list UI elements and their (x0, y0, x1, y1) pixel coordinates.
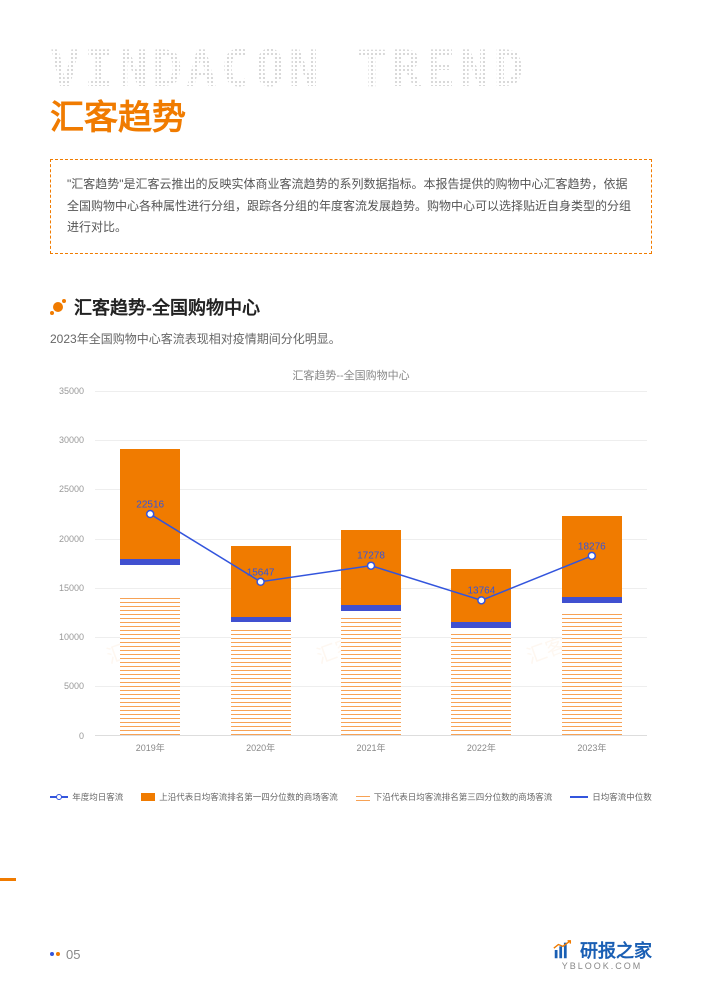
x-tick-label: 2023年 (537, 741, 647, 761)
y-axis: 05000100001500020000250003000035000 (50, 391, 90, 736)
x-tick-label: 2020年 (205, 741, 315, 761)
page-title: 汇客趋势 (50, 90, 652, 139)
legend-swatch (356, 793, 370, 801)
legend-item: 年度均日客流 (50, 791, 123, 803)
y-tick-label: 5000 (64, 681, 84, 691)
data-label: 22516 (136, 500, 164, 511)
legend-label: 年度均日客流 (72, 791, 123, 803)
x-tick-label: 2019年 (95, 741, 205, 761)
bars-logo-icon (552, 939, 574, 961)
y-tick-label: 25000 (59, 484, 84, 494)
bullet-icon (50, 299, 66, 315)
y-tick-label: 15000 (59, 583, 84, 593)
chart-area: 05000100001500020000250003000035000 汇客云 … (50, 391, 652, 761)
x-tick-label: 2022年 (426, 741, 536, 761)
y-tick-label: 20000 (59, 534, 84, 544)
page-dots-icon (50, 952, 60, 956)
chart-legend: 年度均日客流 上沿代表日均客流排名第一四分位数的商场客流 下沿代表日均客流排名第三四… (50, 791, 652, 803)
footer-url: YBLOOK.COM (552, 961, 652, 971)
accent-bar (0, 878, 16, 881)
legend-item: 日均客流中位数 (570, 791, 652, 803)
page-number: 05 (66, 947, 80, 962)
legend-label: 日均客流中位数 (592, 791, 652, 803)
y-tick-label: 35000 (59, 386, 84, 396)
intro-box: "汇客趋势"是汇客云推出的反映实体商业客流趋势的系列数据指标。本报告提供的购物中… (50, 159, 652, 254)
section-subtitle: 2023年全国购物中心客流表现相对疫情期间分化明显。 (50, 330, 652, 347)
y-tick-label: 10000 (59, 632, 84, 642)
section-title: 汇客趋势-全国购物中心 (74, 294, 260, 320)
y-tick-label: 0 (79, 731, 84, 741)
legend-swatch (570, 796, 588, 798)
footer-logo: 研报之家 (552, 937, 652, 963)
y-tick-label: 30000 (59, 435, 84, 445)
chart-title: 汇客趋势--全国购物中心 (50, 367, 652, 383)
data-label: 17278 (357, 551, 385, 562)
page-footer: 05 研报之家 YBLOOK.COM (0, 937, 702, 971)
data-label: 15647 (247, 567, 275, 578)
legend-swatch (50, 796, 68, 798)
line-series (95, 391, 647, 735)
legend-label: 下沿代表日均客流排名第三四分位数的商场客流 (374, 791, 553, 803)
x-axis-labels: 2019年2020年2021年2022年2023年 (95, 741, 647, 761)
data-label: 13764 (467, 586, 495, 597)
footer-brand-text: 研报之家 (580, 937, 652, 963)
footer-brand-block: 研报之家 YBLOOK.COM (552, 937, 652, 971)
x-tick-label: 2021年 (316, 741, 426, 761)
plot-area: 汇客云 汇客云 汇客云 2251615647172781376418276 (95, 391, 647, 736)
page-number-wrap: 05 (50, 947, 80, 962)
legend-label: 上沿代表日均客流排名第一四分位数的商场客流 (159, 791, 338, 803)
data-label: 18276 (578, 541, 606, 552)
legend-item: 下沿代表日均客流排名第三四分位数的商场客流 (356, 791, 553, 803)
legend-swatch (141, 793, 155, 801)
section-header: 汇客趋势-全国购物中心 (50, 294, 652, 320)
legend-item: 上沿代表日均客流排名第一四分位数的商场客流 (141, 791, 338, 803)
